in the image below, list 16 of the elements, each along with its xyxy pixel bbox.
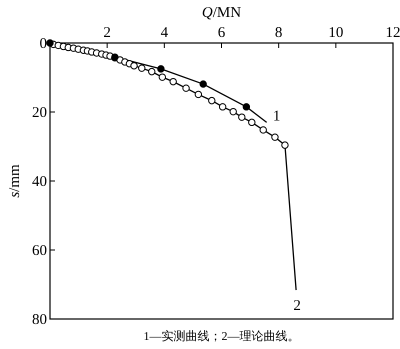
x-tick-label: 10 [328,25,344,41]
x-tick-label: 12 [386,25,400,41]
x-tick-label: 6 [218,25,226,41]
x-tick-label: 2 [103,25,111,41]
annotation: 2 [293,298,301,314]
y-tick-label: 0 [40,36,47,52]
annotation: 1 [272,108,280,124]
y-axis-title: s/mm [7,164,23,198]
x-tick-label: 4 [160,25,169,41]
y-tick-label: 80 [32,312,47,328]
x-tick-label: 8 [274,25,282,41]
text: 1—实测曲线；2—理论曲线。 [144,329,300,343]
x-axis-title: Q/MN [202,5,242,21]
y-tick-label: 40 [32,174,47,190]
y-tick-label: 20 [32,105,47,121]
y-tick-label: 60 [32,243,47,259]
